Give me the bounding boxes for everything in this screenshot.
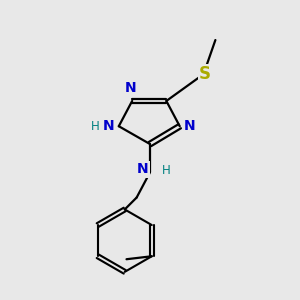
Text: N: N — [137, 162, 148, 176]
Text: N: N — [125, 81, 136, 95]
Text: N: N — [103, 119, 114, 133]
Text: H: H — [162, 164, 171, 177]
Text: S: S — [199, 65, 211, 83]
Text: N: N — [184, 119, 196, 133]
Text: H: H — [91, 120, 100, 133]
